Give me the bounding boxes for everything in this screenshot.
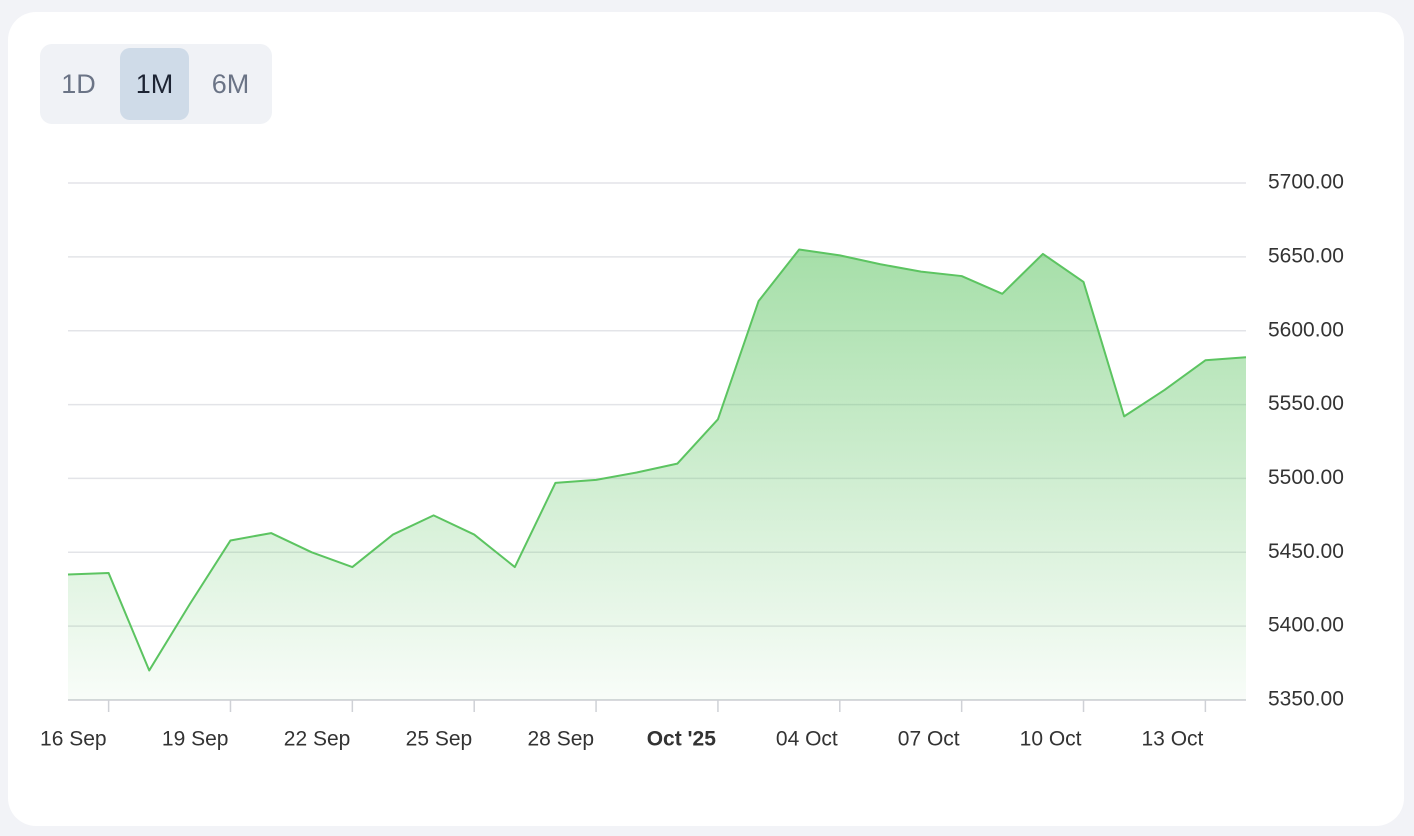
x-tick-label: Oct '25 xyxy=(647,728,717,751)
y-tick-label: 5650.00 xyxy=(1268,244,1344,267)
x-tick-label: 10 Oct xyxy=(1020,728,1082,751)
x-tick-label: 28 Sep xyxy=(528,728,595,751)
y-tick-label: 5500.00 xyxy=(1268,466,1344,489)
line xyxy=(67,248,1247,672)
x-tick-label: 07 Oct xyxy=(898,728,960,751)
range-button[interactable]: 1M xyxy=(120,48,189,120)
range-selector: 1D 1M 6M xyxy=(40,44,272,124)
y-tick-label: 5600.00 xyxy=(1268,318,1344,341)
y-tick-label: 5350.00 xyxy=(1268,688,1344,711)
x-tick-label: 25 Sep xyxy=(406,728,473,751)
x-tick-label: 13 Oct xyxy=(1142,728,1204,751)
y-tick-label: 5400.00 xyxy=(1268,614,1344,637)
area xyxy=(68,249,1246,700)
y-tick-label: 5700.00 xyxy=(1268,171,1344,194)
range-button[interactable]: 6M xyxy=(211,68,250,99)
x-tick-label: 04 Oct xyxy=(776,728,838,751)
y-tick-label: 5550.00 xyxy=(1268,392,1344,415)
x-tick-label: 19 Sep xyxy=(162,728,229,751)
y-tick-label: 5450.00 xyxy=(1268,540,1344,563)
x-tick-label: 16 Sep xyxy=(40,728,107,751)
x-tick-label: 22 Sep xyxy=(284,728,351,751)
range-button[interactable]: 1D xyxy=(61,68,96,99)
